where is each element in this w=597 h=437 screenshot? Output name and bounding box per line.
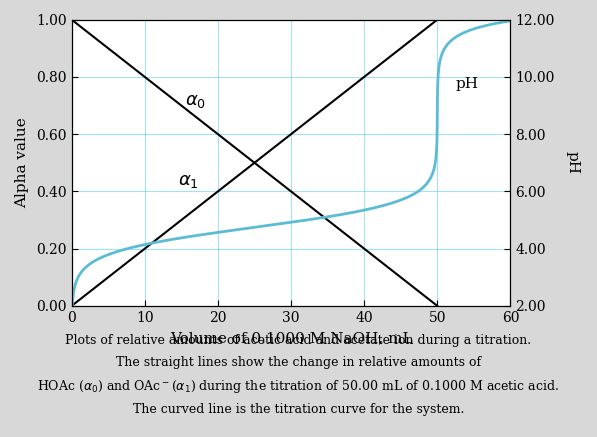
Text: $\alpha_0$: $\alpha_0$ — [186, 92, 207, 110]
X-axis label: Volume of 0.1000 M NaOH, mL: Volume of 0.1000 M NaOH, mL — [170, 332, 413, 346]
Text: pH: pH — [456, 77, 479, 91]
Text: Plots of relative amounts of acetic acid and acetate ion during a titration.: Plots of relative amounts of acetic acid… — [66, 334, 531, 347]
Text: The curved line is the titration curve for the system.: The curved line is the titration curve f… — [133, 403, 464, 416]
Y-axis label: pH: pH — [566, 151, 580, 174]
Text: $\alpha_1$: $\alpha_1$ — [179, 172, 199, 191]
Y-axis label: Alpha value: Alpha value — [15, 118, 29, 208]
Text: The straight lines show the change in relative amounts of: The straight lines show the change in re… — [116, 356, 481, 369]
Text: HOAc ($\alpha_0$) and OAc$^-$($\alpha_1$) during the titration of 50.00 mL of 0.: HOAc ($\alpha_0$) and OAc$^-$($\alpha_1$… — [38, 378, 559, 395]
